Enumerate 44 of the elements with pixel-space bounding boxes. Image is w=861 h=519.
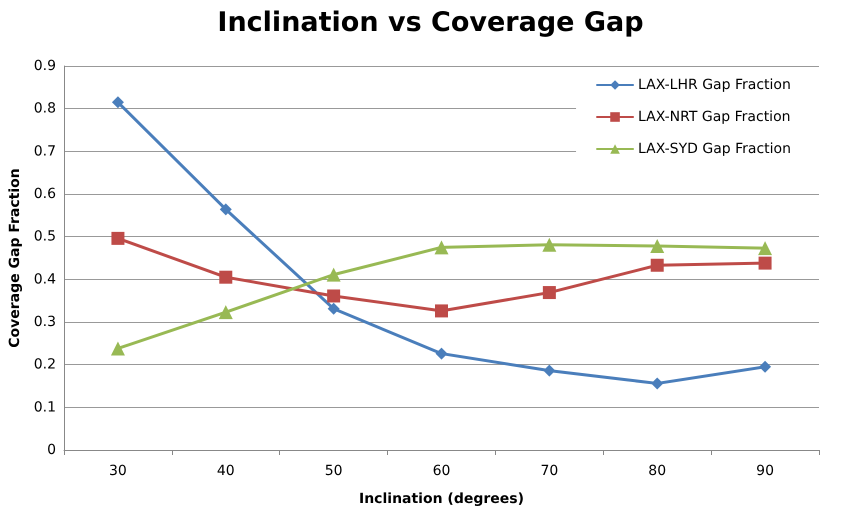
- x-tick-label: 50: [324, 463, 343, 479]
- x-tick-label: 60: [432, 463, 450, 479]
- point: [651, 377, 664, 390]
- point: [759, 360, 772, 373]
- y-tick-label: 0.8: [34, 100, 56, 117]
- y-axis-title: Coverage Gap Fraction: [7, 168, 23, 348]
- x-tick-label: 90: [756, 463, 774, 479]
- x-axis-title: Inclination (degrees): [359, 491, 524, 507]
- y-tick-label: 0.4: [34, 271, 56, 288]
- point: [542, 238, 556, 252]
- x-tick-label: 80: [648, 463, 666, 479]
- point: [328, 302, 340, 315]
- point: [220, 203, 232, 216]
- point: [435, 304, 448, 318]
- y-tick-label: 0.5: [34, 228, 56, 245]
- y-tick-label: 0.3: [34, 314, 56, 330]
- y-tick-label: 0.2: [34, 356, 56, 373]
- point: [111, 232, 124, 245]
- legend-label: LAX-NRT Gap Fraction: [638, 109, 791, 125]
- point: [326, 268, 341, 282]
- y-tick-label: 0: [47, 442, 56, 458]
- point: [327, 289, 340, 302]
- y-tick-label: 0.9: [34, 58, 56, 74]
- point: [219, 270, 232, 284]
- y-tick-label: 0.1: [34, 399, 56, 416]
- point: [542, 286, 556, 300]
- y-tick-label: 0.6: [34, 186, 56, 202]
- point: [218, 305, 233, 320]
- x-tick-label: 40: [216, 463, 235, 479]
- point: [434, 240, 448, 254]
- x-tick-label: 70: [540, 463, 558, 479]
- point: [436, 348, 448, 360]
- x-tick-label: 30: [109, 463, 127, 479]
- legend-label: LAX-SYD Gap Fraction: [638, 141, 792, 157]
- legend-label: LAX-LHR Gap Fraction: [638, 77, 791, 93]
- point: [758, 241, 772, 256]
- y-tick-label: 0.7: [34, 143, 56, 160]
- point: [110, 341, 125, 356]
- chart-title: Inclination vs Coverage Gap: [217, 7, 644, 38]
- point: [543, 364, 556, 377]
- point: [758, 256, 772, 270]
- point: [112, 96, 124, 108]
- point: [650, 239, 664, 254]
- point: [650, 258, 664, 272]
